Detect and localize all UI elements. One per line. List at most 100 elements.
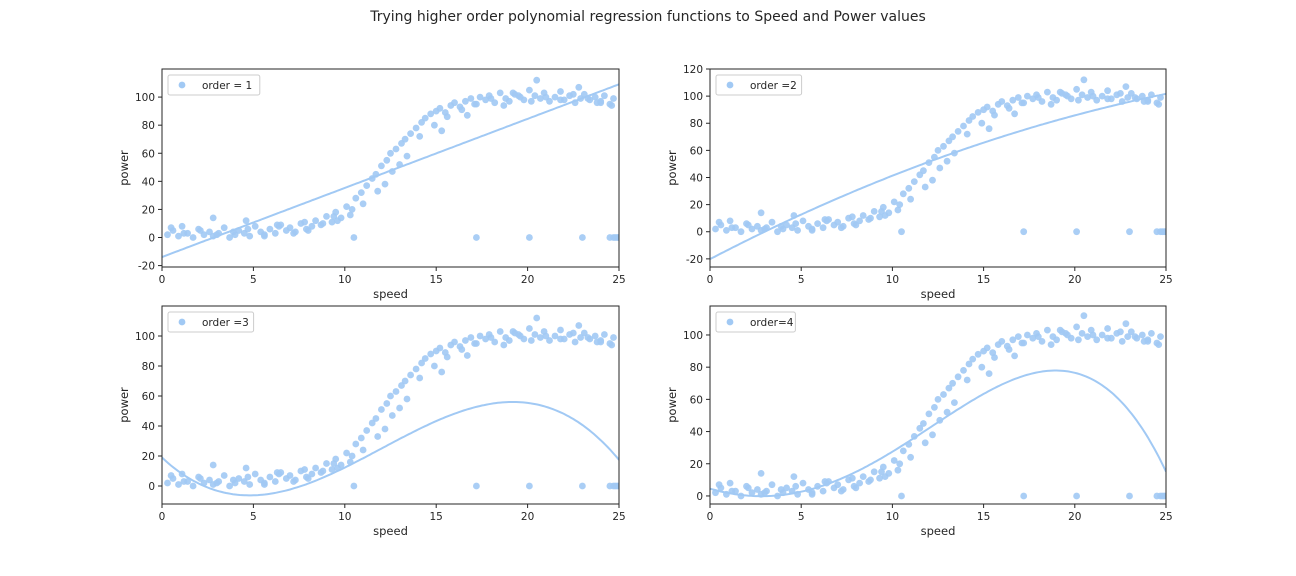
data-point bbox=[744, 484, 752, 492]
y-tick-label: 40 bbox=[690, 427, 703, 439]
regression-line bbox=[710, 369, 1166, 498]
y-tick-label: 80 bbox=[690, 362, 703, 374]
data-point bbox=[1009, 336, 1017, 344]
data-point bbox=[350, 482, 358, 490]
x-tick-label: 0 bbox=[159, 274, 166, 286]
data-point bbox=[943, 408, 951, 416]
data-point bbox=[1005, 104, 1013, 112]
data-point bbox=[330, 213, 338, 220]
data-point bbox=[593, 99, 601, 107]
data-point bbox=[921, 439, 929, 447]
data-point bbox=[1073, 228, 1080, 236]
data-point bbox=[1038, 338, 1046, 345]
data-point bbox=[343, 449, 350, 457]
data-point bbox=[557, 96, 564, 104]
data-point bbox=[1056, 88, 1064, 96]
data-point bbox=[921, 183, 929, 191]
data-point bbox=[1098, 331, 1106, 339]
data-point bbox=[551, 93, 559, 101]
data-point bbox=[271, 478, 279, 485]
data-point bbox=[1117, 328, 1124, 336]
data-point bbox=[856, 479, 863, 487]
data-point bbox=[359, 446, 367, 454]
data-point bbox=[615, 482, 619, 490]
data-point bbox=[978, 363, 986, 371]
data-point bbox=[328, 466, 336, 473]
data-point bbox=[189, 482, 197, 490]
data-point bbox=[403, 152, 411, 160]
data-point bbox=[463, 111, 471, 119]
data-point bbox=[726, 217, 734, 225]
x-tick-label: 5 bbox=[250, 274, 257, 286]
data-point bbox=[473, 234, 480, 241]
data-point bbox=[476, 332, 484, 340]
data-point bbox=[421, 355, 429, 362]
legend-label: order = 1 bbox=[202, 80, 252, 92]
data-point bbox=[1044, 326, 1051, 334]
data-point bbox=[1104, 325, 1111, 332]
y-tick-label: 0 bbox=[696, 491, 703, 503]
legend-marker bbox=[726, 81, 734, 89]
data-point bbox=[974, 350, 982, 358]
scatter-points bbox=[164, 76, 619, 241]
data-point bbox=[894, 206, 902, 214]
y-tick-label: 40 bbox=[690, 172, 703, 184]
data-point bbox=[949, 133, 956, 141]
data-point bbox=[1011, 110, 1018, 118]
data-point bbox=[876, 213, 883, 221]
data-point bbox=[608, 341, 616, 349]
data-point bbox=[1056, 326, 1064, 334]
data-point bbox=[974, 109, 982, 116]
data-point bbox=[1124, 333, 1132, 340]
y-tick-label: -20 bbox=[138, 261, 155, 273]
data-point bbox=[509, 328, 517, 335]
data-point bbox=[346, 211, 354, 219]
data-point bbox=[197, 475, 204, 482]
data-point bbox=[412, 365, 420, 373]
data-point bbox=[969, 355, 977, 363]
x-tick-label: 15 bbox=[977, 511, 990, 523]
x-tick-label: 25 bbox=[612, 274, 625, 286]
data-point bbox=[427, 110, 435, 118]
data-point bbox=[392, 388, 400, 395]
data-point bbox=[220, 224, 228, 232]
scatter-points bbox=[164, 314, 619, 490]
data-point bbox=[940, 142, 947, 150]
data-point bbox=[1138, 331, 1146, 339]
y-tick-label: 0 bbox=[148, 481, 155, 493]
data-point bbox=[392, 145, 400, 153]
data-point bbox=[416, 374, 424, 382]
data-point bbox=[591, 93, 599, 101]
data-point bbox=[783, 484, 790, 492]
data-point bbox=[870, 208, 878, 215]
x-axis-label: speed bbox=[373, 524, 408, 538]
data-point bbox=[372, 415, 380, 422]
data-point bbox=[814, 220, 821, 228]
data-point bbox=[1073, 492, 1080, 500]
data-point bbox=[383, 156, 391, 164]
data-point bbox=[728, 224, 736, 232]
data-point bbox=[301, 218, 308, 226]
data-point bbox=[569, 90, 577, 98]
y-tick-label: -20 bbox=[686, 254, 703, 266]
x-tick-label: 20 bbox=[1068, 511, 1081, 523]
data-point bbox=[896, 201, 904, 209]
data-point bbox=[416, 133, 424, 140]
data-point bbox=[301, 466, 308, 473]
data-point bbox=[542, 332, 550, 340]
data-point bbox=[969, 113, 977, 120]
data-point bbox=[1155, 100, 1163, 108]
data-point bbox=[378, 406, 385, 413]
data-point bbox=[286, 472, 294, 479]
data-point bbox=[920, 420, 927, 427]
data-point bbox=[837, 487, 845, 495]
data-point bbox=[907, 453, 914, 461]
data-point bbox=[491, 338, 499, 346]
data-point bbox=[542, 93, 550, 101]
data-point bbox=[368, 419, 376, 427]
data-point bbox=[242, 217, 250, 225]
data-point bbox=[226, 482, 234, 490]
data-point bbox=[436, 104, 444, 112]
